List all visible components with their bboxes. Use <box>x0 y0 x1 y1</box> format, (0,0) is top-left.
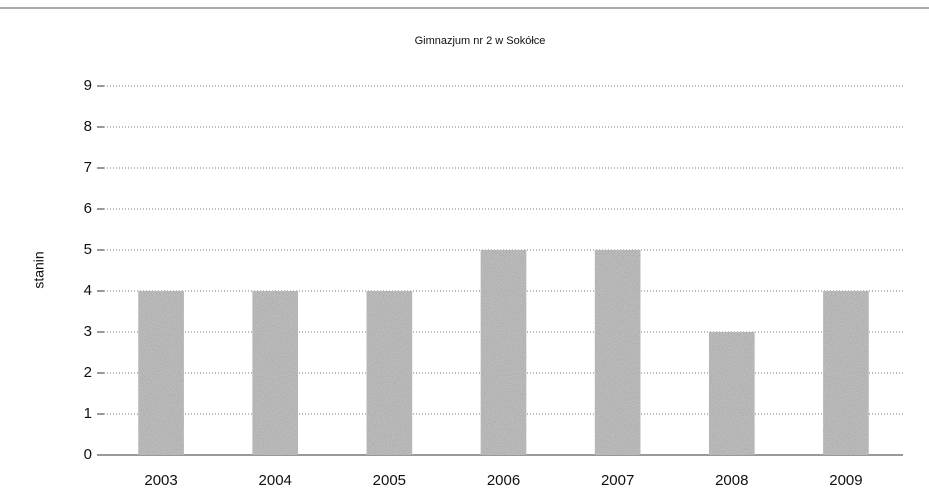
y-tick-label: 4 <box>84 282 92 299</box>
y-tick-label: 0 <box>84 446 92 463</box>
x-tick-label: 2008 <box>715 472 748 489</box>
x-tick-label: 2003 <box>144 472 177 489</box>
bar <box>594 250 641 455</box>
y-tick-label: 1 <box>84 405 92 422</box>
y-tick-label: 8 <box>84 118 92 135</box>
y-tick-label: 7 <box>84 159 92 176</box>
x-tick-label: 2004 <box>259 472 292 489</box>
bar <box>366 291 413 455</box>
bar <box>823 291 869 455</box>
bar <box>252 291 299 455</box>
x-tick-label: 2007 <box>601 472 634 489</box>
y-tick-label: 6 <box>84 200 92 217</box>
bar <box>480 250 527 455</box>
x-tick-label: 2009 <box>829 472 862 489</box>
y-tick-label: 5 <box>84 241 92 258</box>
y-tick-label: 3 <box>84 323 92 340</box>
y-tick-label: 9 <box>84 77 92 94</box>
bar <box>138 291 184 455</box>
bar <box>708 332 755 455</box>
y-tick-label: 2 <box>84 364 92 381</box>
y-axis-label: stanin <box>31 251 47 288</box>
x-tick-label: 2006 <box>487 472 520 489</box>
chart-title: Gimnazjum nr 2 w Sokółce <box>415 35 546 47</box>
x-tick-label: 2005 <box>373 472 406 489</box>
